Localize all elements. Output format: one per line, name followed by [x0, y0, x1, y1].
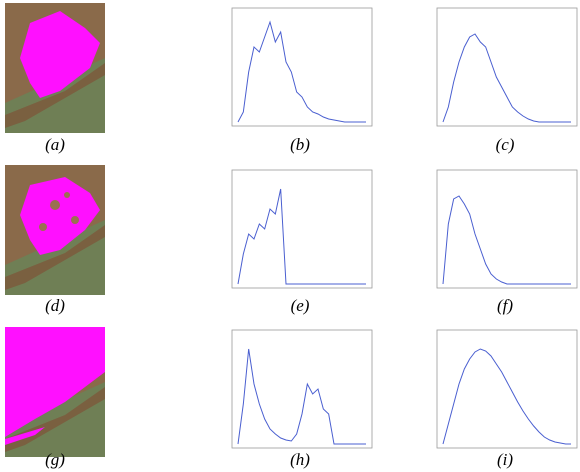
caption: (f) — [497, 296, 513, 315]
caption: (g) — [45, 450, 65, 469]
plot-frame — [231, 169, 373, 289]
caption: (e) — [291, 296, 310, 315]
caption: (c) — [496, 135, 515, 154]
caption: (b) — [290, 135, 310, 154]
curve — [442, 195, 571, 285]
curve — [237, 348, 366, 445]
curve — [442, 33, 571, 123]
plot-frame — [436, 329, 578, 449]
plot-frame — [231, 329, 373, 449]
caption: (i) — [497, 450, 513, 469]
caption: (a) — [45, 135, 65, 154]
plot-frame — [436, 169, 578, 289]
curve — [442, 348, 571, 445]
curve — [237, 188, 366, 285]
plot-frame — [231, 7, 373, 127]
curve — [237, 20, 366, 123]
caption: (h) — [290, 450, 310, 469]
photo-a — [5, 3, 105, 133]
plot-frame — [436, 7, 578, 127]
photo-d — [5, 165, 105, 295]
caption: (d) — [45, 296, 65, 315]
photo-g — [5, 327, 105, 457]
